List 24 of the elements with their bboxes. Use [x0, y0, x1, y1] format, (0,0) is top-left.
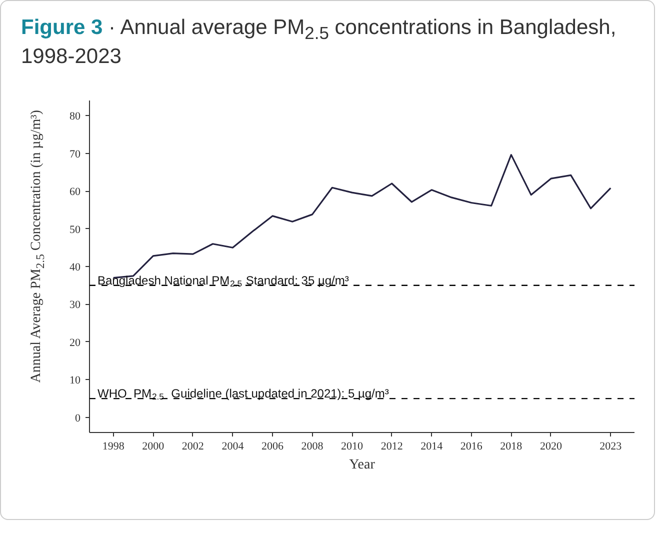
- x-tick-label: 2020: [540, 440, 562, 452]
- x-tick-label: 2018: [500, 440, 523, 452]
- y-tick-label: 80: [70, 110, 81, 123]
- x-tick-label: 2023: [600, 440, 622, 452]
- y-tick-label: 10: [70, 374, 81, 387]
- x-tick-label: 2006: [261, 440, 284, 452]
- x-tick-label: 2002: [182, 440, 204, 452]
- y-tick-label: 30: [70, 299, 81, 312]
- x-tick-label: 1998: [102, 440, 125, 452]
- y-tick-label: 40: [70, 262, 81, 274]
- y-tick-label: 50: [70, 224, 81, 236]
- y-tick-label: 20: [70, 336, 81, 349]
- chart-title: Figure 3 · Annual average PM$_{2.5}$ concentrations in Bangladesh, 1998-2023: [21, 16, 616, 68]
- x-tick-label: 2012: [380, 440, 403, 452]
- x-tick-label: 2000: [142, 440, 165, 452]
- x-tick-label: 2010: [341, 440, 364, 452]
- x-tick-label: 2004: [222, 440, 244, 452]
- y-tick-label: 60: [70, 186, 81, 198]
- y-tick-label: 70: [70, 148, 81, 160]
- x-tick-label: 2016: [460, 440, 483, 452]
- x-axis-title: Year: [349, 458, 376, 472]
- x-tick-label: 2014: [420, 440, 444, 452]
- x-tick-label: 2008: [301, 440, 324, 452]
- y-tick-label: 0: [75, 412, 81, 424]
